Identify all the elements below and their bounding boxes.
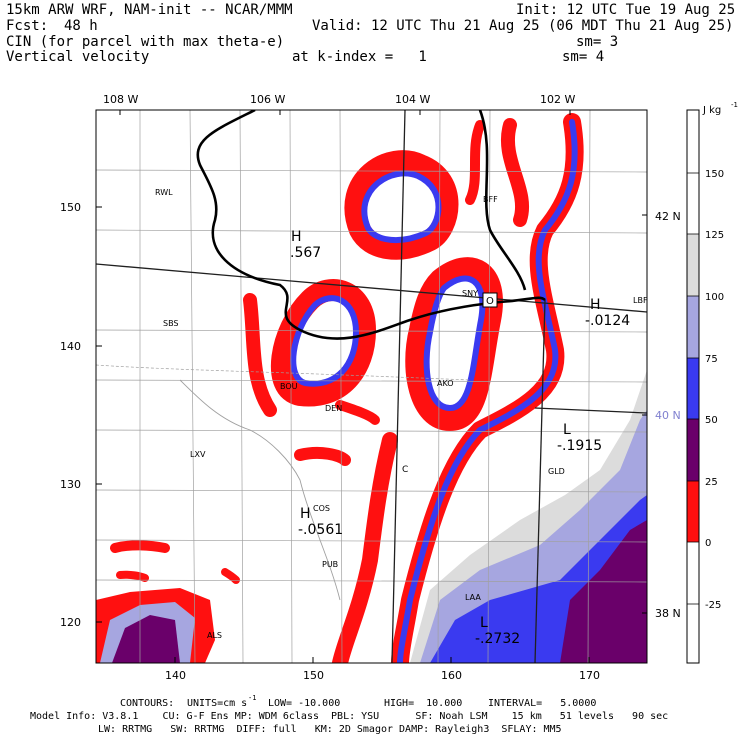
high-3-value: -.0561 xyxy=(298,522,343,538)
high-2-value: -.0124 xyxy=(585,313,630,329)
station-cos: COS xyxy=(313,504,330,513)
colorbar-units-exp: -1 xyxy=(731,101,738,109)
x-tick-170: 170 xyxy=(579,669,600,682)
cb-75: 75 xyxy=(705,354,718,365)
contours-label: CONTOURS: xyxy=(120,698,175,709)
y-tick-140: 140 xyxy=(60,340,81,353)
thick-contour xyxy=(196,110,546,340)
cb-150: 150 xyxy=(705,169,724,180)
station-ako: AKO xyxy=(437,379,454,388)
plot-frame xyxy=(95,109,648,664)
station-lxv: LXV xyxy=(190,450,206,459)
field-cin: CIN (for parcel with max theta-e) xyxy=(6,34,285,50)
station-bou: BOU xyxy=(280,382,298,391)
cb-125: 125 xyxy=(705,230,724,241)
station-c: C xyxy=(402,465,408,475)
high-2-letter: H xyxy=(590,297,601,313)
station-sbs: SBS xyxy=(163,319,179,328)
contours-high: HIGH= 10.000 xyxy=(384,698,463,709)
forecast-hour: 48 h xyxy=(64,18,98,34)
y-tick-130: 130 xyxy=(60,478,81,491)
forecast-label: Fcst: xyxy=(6,18,49,34)
k-index: at k-index = 1 xyxy=(292,49,427,65)
cb-100: 100 xyxy=(705,292,724,303)
station-gld: GLD xyxy=(548,467,565,476)
county-lines xyxy=(96,110,647,663)
high-3-letter: H xyxy=(300,506,311,522)
contours-units: UNITS=cm s xyxy=(187,698,248,709)
station-als: ALS xyxy=(207,631,222,640)
contours-units-exp: -1 xyxy=(248,694,257,702)
station-sny: SNY xyxy=(462,289,478,298)
high-1-letter: H xyxy=(291,229,302,245)
model-info-line-1: Model Info: V3.8.1 CU: G-F Ens MP: WDM 6… xyxy=(30,711,669,722)
low-1-value: -.1915 xyxy=(557,438,602,454)
vertical-velocity-contours xyxy=(110,113,584,663)
model-title: 15km ARW WRF, NAM-init -- NCAR/MMM xyxy=(6,2,293,18)
frame-ticks xyxy=(96,110,647,663)
lon-label-108: 108 W xyxy=(103,93,138,106)
x-tick-150: 150 xyxy=(303,669,324,682)
cb-0: 0 xyxy=(705,538,711,549)
site-marker xyxy=(482,292,498,308)
station-laa: LAA xyxy=(465,593,481,602)
low-2-value: -.2732 xyxy=(475,631,520,647)
cb-25: 25 xyxy=(705,477,718,488)
valid-time: Valid: 12 UTC Thu 21 Aug 25 (06 MDT Thu … xyxy=(312,18,734,34)
cb-50: 50 xyxy=(705,415,718,426)
low-1-letter: L xyxy=(563,422,571,438)
contours-low: LOW= -10.000 xyxy=(268,698,341,709)
x-tick-140: 140 xyxy=(165,669,186,682)
field-vertical-velocity: Vertical velocity xyxy=(6,49,150,65)
y-tick-150: 150 xyxy=(60,201,81,214)
site-marker-label: O xyxy=(486,296,494,307)
init-time: Init: 12 UTC Tue 19 Aug 25 xyxy=(516,2,736,18)
smoothing-2: sm= 4 xyxy=(562,49,605,65)
lat-label-38: 38 N xyxy=(655,607,681,620)
model-info-line-2: LW: RRTMG SW: RRTMG DIFF: full KM: 2D Sm… xyxy=(98,724,562,735)
station-rwl: RWL xyxy=(155,188,173,197)
low-2-letter: L xyxy=(480,615,488,631)
map-plot-area xyxy=(96,110,647,663)
colorbar xyxy=(686,109,700,664)
smoothing-1: sm= 3 xyxy=(576,34,619,50)
cin-shading xyxy=(96,370,647,663)
lon-label-104: 104 W xyxy=(395,93,430,106)
cb-neg25: -25 xyxy=(705,600,721,611)
contours-interval: INTERVAL= 5.0000 xyxy=(488,698,597,709)
high-1-value: .567 xyxy=(290,245,321,261)
state-boundaries xyxy=(96,110,647,663)
lat-label-40: 40 N xyxy=(655,409,681,422)
station-lbf: LBF xyxy=(633,296,648,305)
lat-label-42: 42 N xyxy=(655,210,681,223)
station-den: DEN xyxy=(325,404,342,413)
colorbar-units: J kg xyxy=(702,105,721,116)
x-tick-160: 160 xyxy=(441,669,462,682)
station-bff: BFF xyxy=(483,195,498,204)
y-tick-120: 120 xyxy=(60,616,81,629)
station-pub: PUB xyxy=(322,560,338,569)
lon-label-106: 106 W xyxy=(250,93,285,106)
lon-label-102: 102 W xyxy=(540,93,575,106)
